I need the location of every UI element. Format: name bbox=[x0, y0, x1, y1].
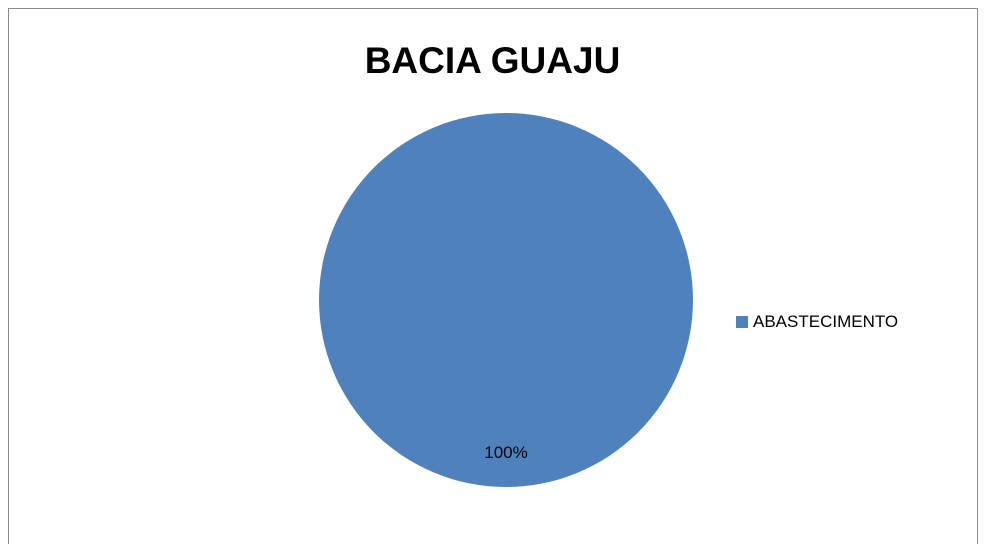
legend-label: ABASTECIMENTO bbox=[753, 312, 899, 331]
chart-title: BACIA GUAJU bbox=[364, 40, 621, 81]
pie-slice-abastecimento bbox=[319, 113, 693, 487]
legend: ABASTECIMENTO bbox=[736, 312, 898, 332]
legend-swatch bbox=[736, 316, 748, 328]
pie-data-label: 100% bbox=[484, 443, 527, 462]
